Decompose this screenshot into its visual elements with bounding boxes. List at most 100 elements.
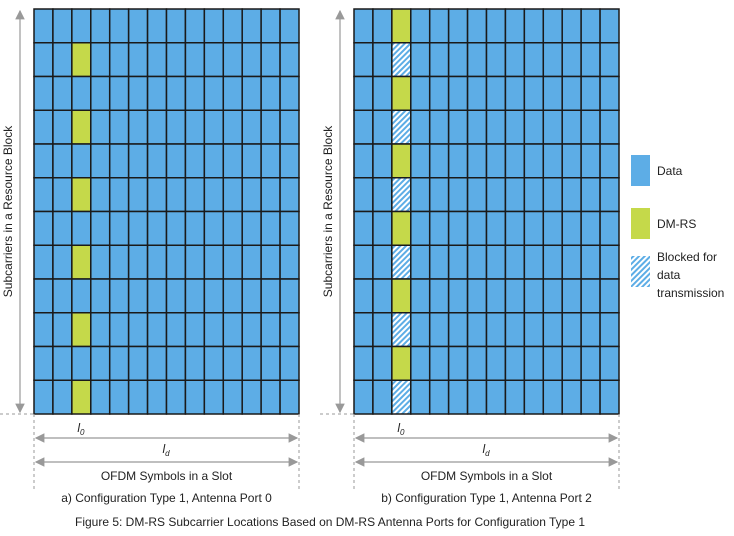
data-cell: [372, 109, 393, 145]
data-cell: [599, 42, 620, 78]
data-cell: [222, 75, 243, 111]
data-cell: [127, 75, 149, 111]
data-cell: [523, 210, 545, 246]
data-cell: [561, 244, 582, 280]
data-cell: [466, 177, 488, 213]
data-cell: [428, 75, 450, 111]
data-cell: [410, 345, 431, 381]
blocked-cell: [391, 109, 412, 145]
data-cell: [466, 75, 488, 111]
data-cell: [447, 177, 469, 213]
data-cell: [447, 143, 469, 179]
data-cell: [561, 379, 582, 415]
panel-a: Subcarriers in a Resource Block l0 ld OFDM …: [0, 8, 300, 505]
data-cell: [279, 8, 300, 44]
data-cell: [504, 75, 526, 111]
data-cell: [71, 210, 92, 246]
data-cell: [447, 244, 469, 280]
data-cell: [428, 345, 450, 381]
data-cell: [52, 210, 73, 246]
data-cell: [165, 42, 187, 78]
data-cell: [523, 177, 545, 213]
data-cell: [260, 345, 281, 381]
data-cell: [542, 210, 563, 246]
data-cell: [33, 109, 54, 145]
data-cell: [353, 42, 374, 78]
data-cell: [542, 312, 563, 348]
data-cell: [90, 278, 111, 314]
data-cell: [222, 210, 243, 246]
data-cell: [33, 278, 54, 314]
data-cell: [222, 109, 243, 145]
data-cell: [165, 109, 187, 145]
data-cell: [561, 177, 582, 213]
dmrs-cell: [391, 75, 412, 111]
data-cell: [447, 75, 469, 111]
data-cell: [523, 345, 545, 381]
data-cell: [279, 345, 300, 381]
data-cell: [203, 244, 225, 280]
data-cell: [504, 42, 526, 78]
data-cell: [203, 143, 225, 179]
data-cell: [353, 278, 374, 314]
data-cell: [90, 143, 111, 179]
data-cell: [580, 75, 601, 111]
data-cell: [127, 177, 149, 213]
data-cell: [165, 379, 187, 415]
data-cell: [599, 278, 620, 314]
data-cell: [542, 379, 563, 415]
data-cell: [222, 379, 243, 415]
data-cell: [561, 75, 582, 111]
data-cell: [447, 345, 469, 381]
data-cell: [184, 42, 206, 78]
data-cell: [241, 42, 262, 78]
dmrs-cell: [391, 8, 412, 44]
data-cell: [203, 109, 225, 145]
data-cell: [146, 244, 168, 280]
legend-label: Data: [657, 164, 683, 178]
data-cell: [52, 143, 73, 179]
data-cell: [599, 143, 620, 179]
data-cell: [410, 210, 431, 246]
data-cell: [599, 244, 620, 280]
dmrs-cell: [71, 109, 92, 145]
data-cell: [90, 75, 111, 111]
data-cell: [466, 312, 488, 348]
data-cell: [33, 8, 54, 44]
data-cell: [241, 210, 262, 246]
data-cell: [410, 244, 431, 280]
data-cell: [410, 278, 431, 314]
data-cell: [372, 42, 393, 78]
panel-caption: b) Configuration Type 1, Antenna Port 2: [381, 491, 592, 505]
data-cell: [33, 244, 54, 280]
data-cell: [580, 8, 601, 44]
data-cell: [52, 244, 73, 280]
data-cell: [165, 345, 187, 381]
data-cell: [542, 109, 563, 145]
data-cell: [241, 278, 262, 314]
data-cell: [580, 278, 601, 314]
data-cell: [428, 42, 450, 78]
data-cell: [90, 312, 111, 348]
data-cell: [165, 143, 187, 179]
data-cell: [599, 345, 620, 381]
data-cell: [485, 312, 507, 348]
data-cell: [203, 177, 225, 213]
data-cell: [447, 8, 469, 44]
data-cell: [580, 345, 601, 381]
data-cell: [203, 42, 225, 78]
data-cell: [260, 177, 281, 213]
data-cell: [165, 244, 187, 280]
data-cell: [146, 278, 168, 314]
data-cell: [71, 143, 92, 179]
data-cell: [485, 177, 507, 213]
data-cell: [222, 244, 243, 280]
legend-item-blocked: Blocked for data transmission: [631, 250, 724, 300]
data-cell: [372, 345, 393, 381]
data-cell: [260, 379, 281, 415]
data-cell: [241, 8, 262, 44]
data-cell: [108, 312, 130, 348]
data-cell: [466, 109, 488, 145]
data-cell: [504, 345, 526, 381]
data-cell: [127, 312, 149, 348]
